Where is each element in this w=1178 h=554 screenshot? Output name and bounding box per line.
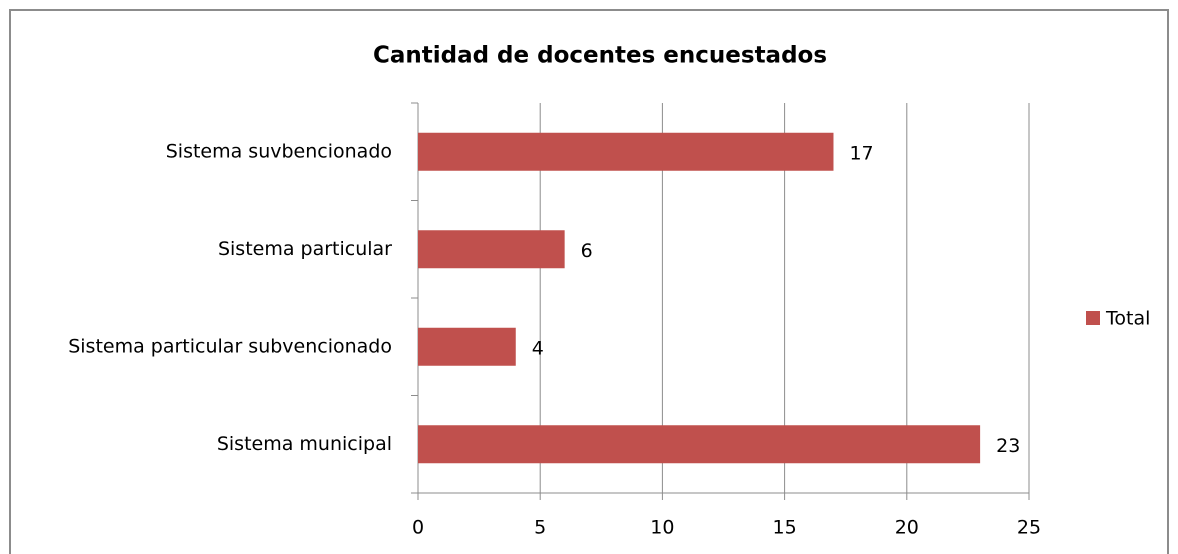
chart-title: Cantidad de docentes encuestados [373,43,827,69]
data-label: 4 [532,337,544,359]
legend-label: Total [1105,308,1150,330]
y-tick-label: Sistema particular [218,238,392,260]
x-tick-label: 0 [412,517,424,539]
x-tick-label: 10 [650,517,674,539]
bar [418,230,565,269]
data-label: 6 [581,240,593,262]
bar [418,132,834,171]
y-tick-label: Sistema municipal [217,433,392,455]
chart-border [9,9,1169,554]
x-tick-label: 25 [1017,517,1041,539]
data-label: 23 [996,435,1020,457]
bar [418,327,516,366]
x-tick-label: 5 [534,517,546,539]
y-tick-label: Sistema suvbencionado [166,140,392,162]
x-tick-label: 15 [773,517,797,539]
bar [418,425,981,464]
legend-swatch [1086,311,1100,325]
y-tick-label: Sistema particular subvencionado [68,335,392,357]
x-tick-label: 20 [895,517,919,539]
data-label: 17 [849,142,873,164]
